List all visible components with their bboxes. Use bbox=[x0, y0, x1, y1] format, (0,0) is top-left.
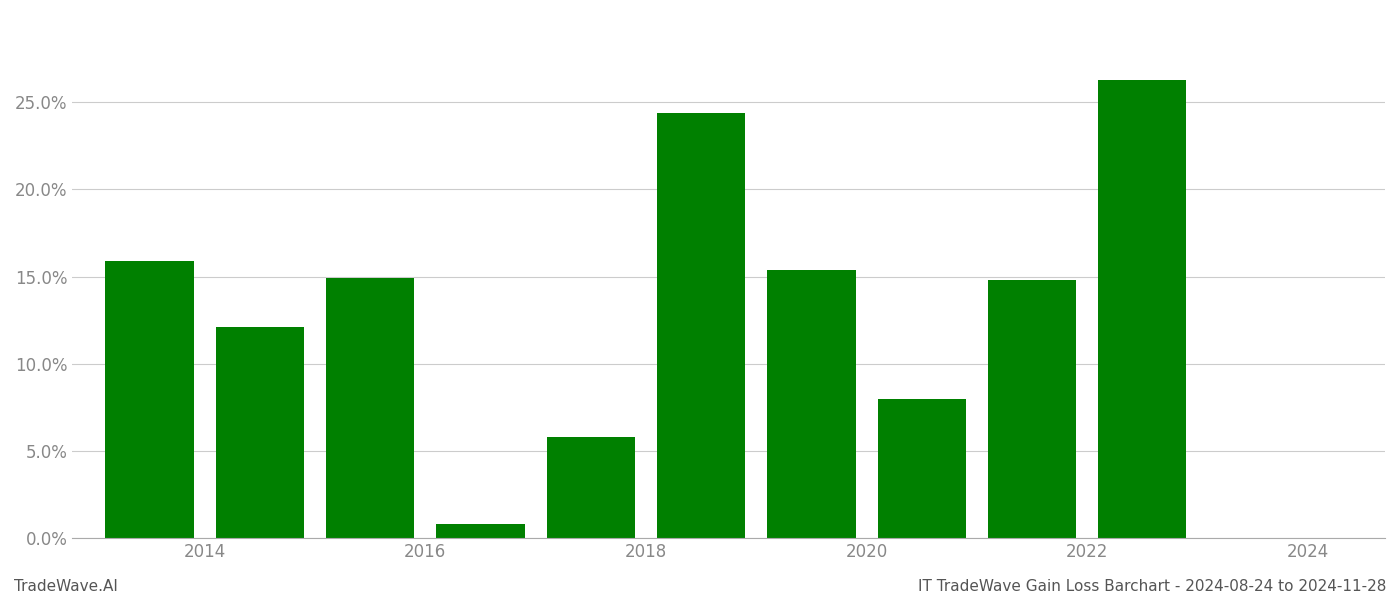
Bar bbox=[437, 524, 525, 538]
Bar bbox=[1098, 80, 1186, 538]
Bar bbox=[546, 437, 636, 538]
Bar bbox=[988, 280, 1077, 538]
Bar bbox=[105, 261, 193, 538]
Bar bbox=[326, 278, 414, 538]
Text: TradeWave.AI: TradeWave.AI bbox=[14, 579, 118, 594]
Text: IT TradeWave Gain Loss Barchart - 2024-08-24 to 2024-11-28: IT TradeWave Gain Loss Barchart - 2024-0… bbox=[917, 579, 1386, 594]
Bar bbox=[767, 269, 855, 538]
Bar bbox=[657, 113, 745, 538]
Bar bbox=[878, 398, 966, 538]
Bar bbox=[216, 327, 304, 538]
